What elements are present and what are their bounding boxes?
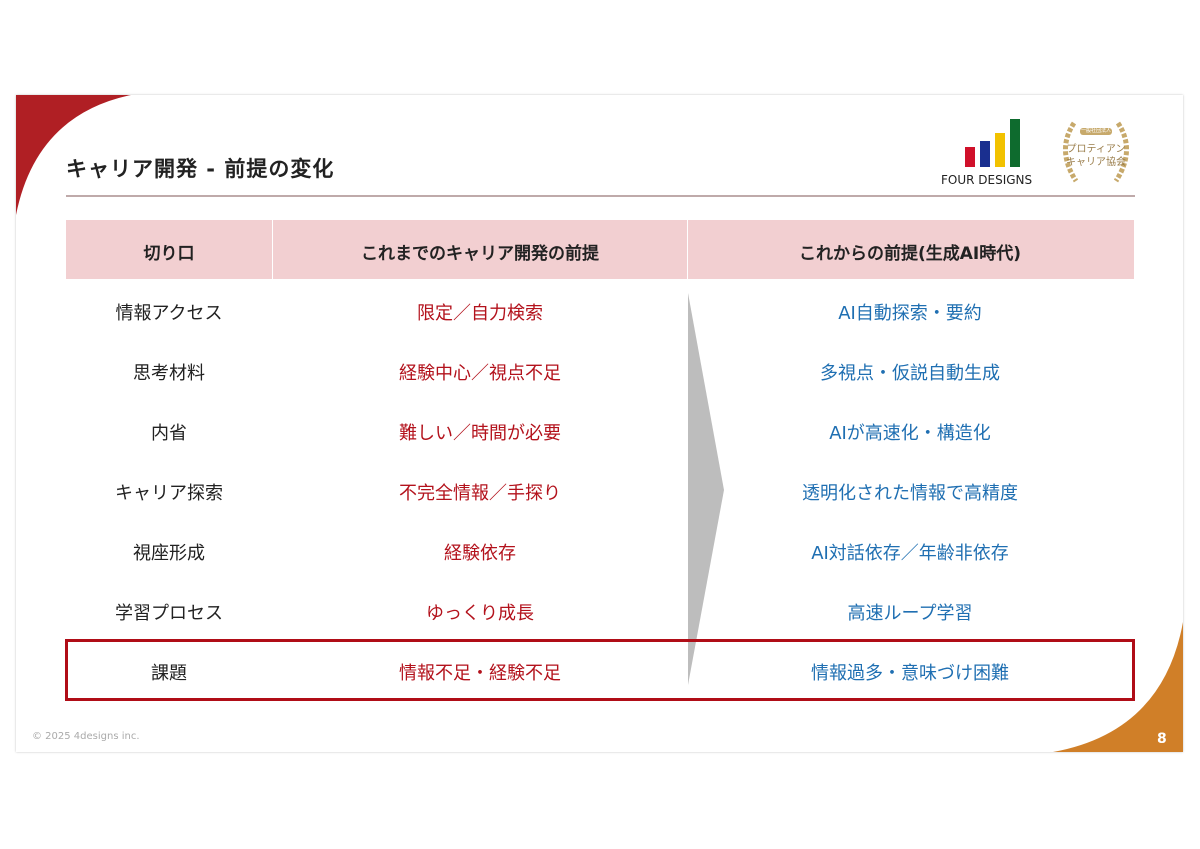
row-label: 学習プロセス	[115, 603, 223, 624]
previous-premise: ゆっくり成長	[426, 603, 534, 624]
row-label: 課題	[151, 663, 187, 684]
row-label: 情報アクセス	[115, 303, 223, 324]
previous-premise: 経験依存	[444, 543, 516, 564]
new-premise: 多視点・仮説自動生成	[820, 363, 1000, 384]
row-label: 内省	[151, 423, 187, 444]
title-divider	[66, 195, 1135, 197]
arrow-chevron	[688, 293, 724, 685]
row-label: 視座形成	[133, 543, 205, 564]
previous-premise: 限定／自力検索	[417, 303, 543, 324]
row-label: 思考材料	[133, 363, 205, 384]
table-header: 切り口 これまでのキャリア開発の前提 これからの前提(生成AI時代)	[66, 220, 1134, 279]
corner-decoration-bottom-right	[1053, 622, 1183, 752]
new-premise: AI対話依存／年齢非依存	[811, 543, 1009, 564]
column-header: 切り口	[143, 244, 195, 264]
corner-decoration-top-left	[16, 95, 131, 215]
new-premise: AI自動探索・要約	[838, 303, 982, 324]
row-label: キャリア探索	[115, 483, 223, 504]
copyright: © 2025 4designs inc.	[32, 731, 140, 742]
column-header: これからの前提(生成AI時代)	[798, 244, 1022, 264]
column-header: これまでのキャリア開発の前提	[361, 244, 599, 264]
previous-premise: 不完全情報／手探り	[399, 483, 561, 504]
slide: キャリア開発 - 前提の変化 FOUR DESIGNS 一般社団法人 プロティア…	[16, 95, 1183, 752]
new-premise: 透明化された情報で高精度	[802, 483, 1018, 504]
page-number: 8	[1157, 731, 1167, 747]
new-premise: AIが高速化・構造化	[829, 423, 991, 444]
association-emblem: 一般社団法人 プロティアン キャリア協会	[1056, 115, 1136, 187]
logo-text: FOUR DESIGNS	[941, 173, 1033, 187]
previous-premise: 情報不足・経験不足	[399, 663, 561, 684]
page-title: キャリア開発 - 前提の変化	[66, 157, 335, 181]
previous-premise: 難しい／時間が必要	[399, 423, 561, 444]
new-premise: 高速ループ学習	[847, 603, 973, 624]
new-premise: 情報過多・意味づけ困難	[811, 663, 1009, 684]
highlight-box	[65, 639, 1135, 701]
previous-premise: 経験中心／視点不足	[399, 363, 561, 384]
